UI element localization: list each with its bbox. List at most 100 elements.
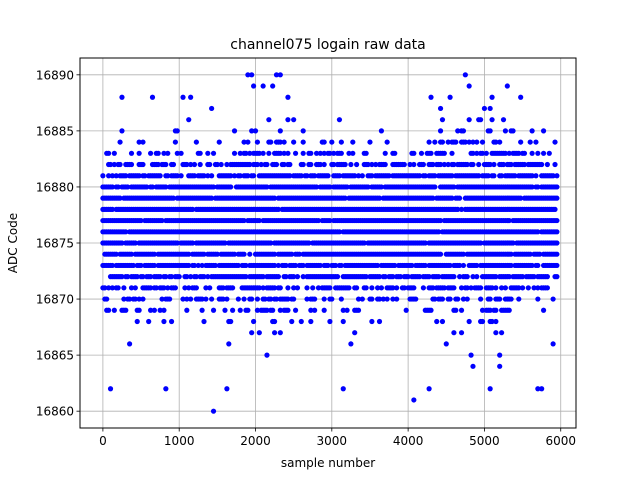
data-point [296, 251, 302, 257]
data-point [554, 217, 560, 224]
data-point [453, 307, 459, 313]
data-point [294, 274, 301, 280]
data-point [271, 262, 278, 269]
data-point [298, 318, 304, 325]
data-point [186, 262, 192, 269]
data-point [153, 285, 159, 291]
data-point [458, 206, 465, 212]
data-point [539, 161, 545, 168]
data-point [189, 206, 196, 212]
data-point [350, 150, 356, 156]
data-point [201, 173, 207, 179]
data-point [136, 296, 142, 302]
data-point [493, 139, 499, 145]
data-point [329, 139, 335, 145]
data-point [344, 184, 350, 190]
data-point [199, 296, 205, 302]
data-point [106, 307, 112, 313]
data-point [432, 139, 438, 145]
data-point [281, 150, 287, 156]
data-point [460, 251, 467, 257]
data-point [304, 296, 310, 302]
data-point [493, 318, 499, 325]
data-point [342, 195, 348, 201]
data-point [329, 296, 335, 302]
y-tick-label: 16885 [36, 124, 74, 138]
data-point-extreme [489, 94, 495, 100]
data-point [460, 296, 467, 302]
data-point-extreme [107, 386, 114, 392]
data-point [510, 240, 516, 246]
data-point [308, 150, 314, 156]
data-point [369, 285, 375, 291]
data-point [376, 318, 383, 325]
data-point [142, 173, 148, 179]
data-point [554, 274, 560, 280]
data-point [180, 296, 186, 302]
data-point [449, 195, 455, 201]
data-point [113, 173, 119, 179]
data-point [380, 296, 386, 302]
data-point [491, 161, 497, 168]
data-point [291, 285, 297, 291]
y-tick-label: 16875 [36, 237, 74, 251]
data-point [426, 274, 432, 280]
data-point [540, 307, 547, 313]
data-point [191, 262, 198, 269]
data-point [308, 161, 314, 168]
data-point [535, 229, 541, 235]
data-point [119, 128, 125, 134]
data-point [451, 184, 457, 190]
data-point [264, 184, 270, 190]
y-tick-label: 16870 [36, 293, 74, 307]
data-point [172, 285, 178, 291]
data-point [390, 274, 396, 280]
data-point [121, 285, 127, 291]
data-point-extreme [426, 386, 432, 392]
data-point [254, 161, 261, 168]
data-point [365, 161, 371, 168]
data-point [476, 161, 482, 168]
data-point [109, 285, 116, 291]
data-point [237, 173, 243, 179]
data-point [191, 173, 198, 179]
data-point [102, 285, 108, 291]
data-point [254, 139, 261, 145]
data-point [298, 173, 304, 179]
y-axis-ticks: 16860 16865 16870 16875 16880 16885 16890 [36, 68, 80, 419]
data-point [363, 274, 369, 280]
data-point [184, 296, 190, 302]
chart-title: channel075 logain raw data [230, 37, 425, 53]
data-point [416, 173, 423, 179]
data-point [271, 330, 278, 336]
data-point [285, 307, 291, 313]
data-point [310, 285, 316, 291]
data-point [220, 285, 226, 291]
data-point [390, 296, 396, 302]
data-point [458, 285, 465, 291]
data-point [325, 173, 331, 179]
data-point [127, 296, 133, 302]
data-point [140, 139, 146, 145]
data-point [304, 285, 310, 291]
data-point [123, 173, 129, 179]
data-point [483, 150, 489, 156]
data-point [407, 161, 413, 168]
data-point [401, 161, 407, 168]
data-point [405, 274, 411, 280]
data-point [519, 274, 526, 280]
data-point [127, 341, 133, 347]
data-point [201, 251, 207, 257]
data-point [506, 307, 512, 313]
data-point [174, 240, 180, 246]
data-point [313, 184, 320, 190]
data-point [275, 206, 281, 212]
data-point [287, 161, 293, 168]
data-point [117, 195, 123, 201]
data-point [529, 262, 535, 269]
data-point [249, 128, 255, 134]
data-point [441, 161, 447, 168]
data-point [197, 161, 203, 168]
x-tick-label: 3000 [317, 434, 348, 448]
data-point [125, 274, 131, 280]
